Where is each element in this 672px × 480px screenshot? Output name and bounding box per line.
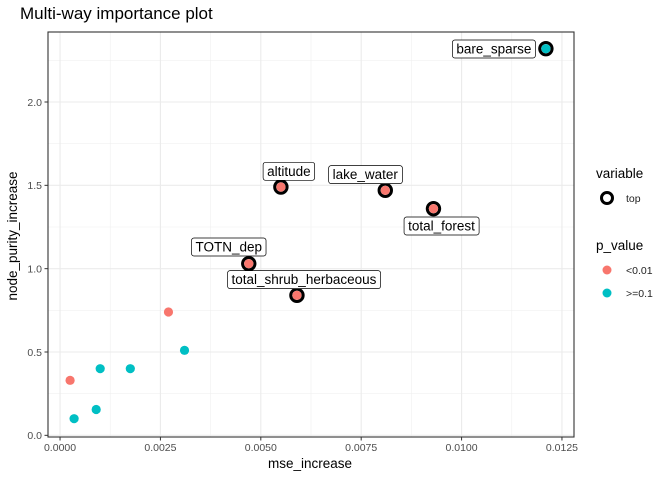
x-tick-label: 0.0100 xyxy=(446,442,478,454)
y-tick-label: 1.5 xyxy=(27,180,42,192)
grid-lines xyxy=(48,32,574,437)
x-axis-title: mse_increase xyxy=(268,456,352,471)
x-tick-label: 0.0125 xyxy=(546,442,578,454)
point-label-box xyxy=(452,39,536,59)
chart-title: Multi-way importance plot xyxy=(20,4,213,23)
point-label-box xyxy=(403,216,480,236)
point-label-text: altitude xyxy=(267,164,311,179)
x-tick-label: 0.0050 xyxy=(245,442,277,454)
data-point xyxy=(95,364,105,374)
point-label-box xyxy=(262,161,316,181)
legend-key-top xyxy=(600,191,614,205)
point-label-text: lake_water xyxy=(333,167,399,182)
top-variable-ring xyxy=(289,287,305,304)
point-label-text: TOTN_dep xyxy=(195,239,262,254)
data-point xyxy=(69,414,79,424)
axes: 0.0000 0.0025 0.0050 0.0075 0.0100 0.0125 0.0 0… xyxy=(27,31,578,454)
top-variable-ring xyxy=(425,200,442,217)
data-point xyxy=(541,44,551,54)
data-points xyxy=(65,40,554,424)
y-tick-label: 1.0 xyxy=(27,263,42,275)
x-tick-label: 0.0025 xyxy=(144,442,176,454)
point-label: TOTN_dep xyxy=(191,237,267,257)
legend-key-ge01 xyxy=(602,288,612,298)
point-label: lake_water xyxy=(328,165,403,184)
y-tick-label: 0.5 xyxy=(27,347,42,359)
data-point xyxy=(292,290,302,300)
data-point xyxy=(125,364,135,374)
legend-pvalue-title: p_value xyxy=(596,238,643,253)
top-variable-ring xyxy=(241,255,257,272)
y-tick-label: 0.0 xyxy=(27,430,42,442)
point-label-text: total_forest xyxy=(408,218,475,233)
data-point xyxy=(163,307,174,317)
data-point xyxy=(65,375,75,385)
x-tick-label: 0.0000 xyxy=(44,442,76,454)
top-variable-ring xyxy=(273,179,289,195)
point-label-text: total_shrub_herbaceous xyxy=(232,272,377,287)
data-point xyxy=(244,259,254,269)
legend-key-lt001 xyxy=(602,265,612,275)
data-point xyxy=(179,345,190,355)
legend: variable top p_value <0.01 >=0.1 xyxy=(596,166,653,300)
x-tick-label: 0.0075 xyxy=(345,442,377,454)
plot-border xyxy=(47,31,575,438)
y-tick-label: 2.0 xyxy=(27,97,42,109)
top-variable-ring xyxy=(377,182,393,199)
legend-label-ge01: >=0.1 xyxy=(626,288,653,300)
data-point xyxy=(428,204,439,214)
data-point xyxy=(91,404,101,415)
point-label: total_forest xyxy=(403,216,480,236)
point-label: bare_sparse xyxy=(452,39,536,59)
legend-label-lt001: <0.01 xyxy=(626,265,653,277)
top-variable-ring xyxy=(538,40,554,57)
legend-variable-title: variable xyxy=(596,166,643,181)
point-label-box xyxy=(328,165,403,184)
point-label: total_shrub_herbaceous xyxy=(227,270,381,289)
point-label-box xyxy=(191,237,267,257)
point-label: altitude xyxy=(262,161,316,181)
legend-label-top: top xyxy=(626,193,641,205)
data-point xyxy=(380,185,390,195)
point-label-text: bare_sparse xyxy=(456,41,531,56)
point-label-box xyxy=(227,270,381,289)
data-point xyxy=(276,182,286,192)
y-axis-title: node_purity_increase xyxy=(5,171,20,300)
point-labels: bare_sparse altitude lake_water total_fores… xyxy=(191,39,536,289)
